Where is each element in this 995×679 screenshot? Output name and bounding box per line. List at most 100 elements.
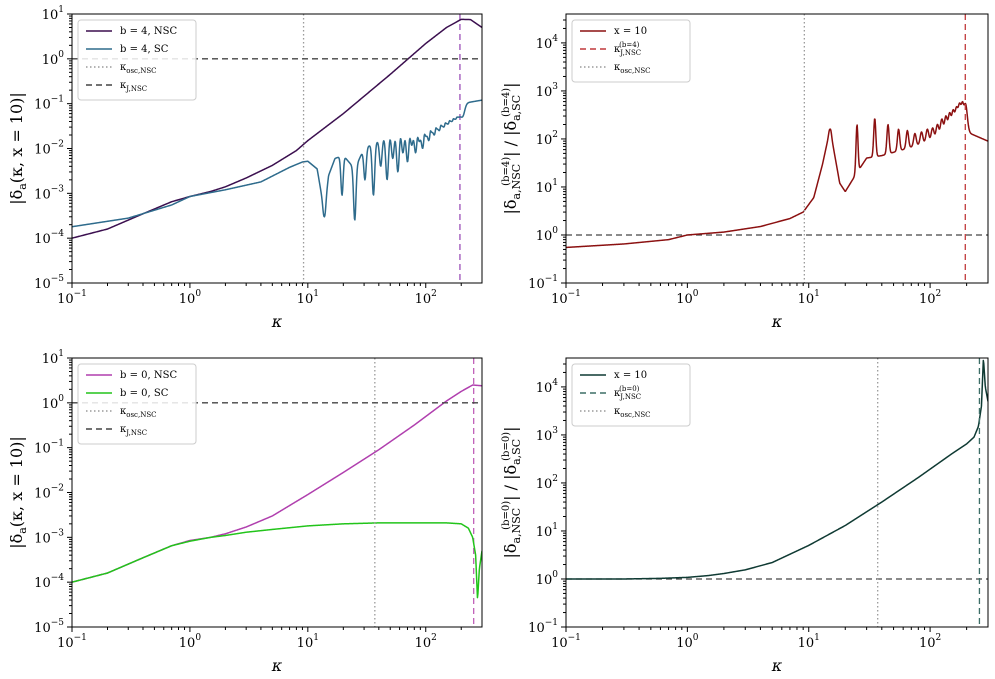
y-tick-label: 10−5 (34, 618, 64, 636)
tick-exponent: −1 (51, 95, 64, 105)
tick-exponent: −1 (545, 618, 558, 628)
tick-exponent: −4 (51, 229, 65, 239)
y-axis-label: |δa(κ, x = 10)| (7, 436, 29, 549)
legend-label: κosc,NSC (120, 62, 156, 75)
legend-label-sub: osc,NSC (126, 411, 156, 419)
legend-label: x = 10 (614, 370, 647, 381)
y-tick-label: 10−3 (34, 528, 64, 546)
tick-base: 10 (919, 636, 936, 651)
tick-exponent: 4 (552, 34, 558, 44)
series-line (566, 359, 988, 580)
tick-base: 10 (528, 277, 545, 292)
x-tick-label: 102 (919, 633, 941, 651)
tick-exponent: 0 (552, 570, 558, 580)
tick-base: 10 (798, 636, 815, 651)
legend-label: x = 10 (614, 26, 647, 37)
chart-panel-bottom-right: 10−1 100 101 10210−1100101102103104κ|δa,NSC… (501, 357, 989, 675)
legend-label-sub: J,NSC (125, 85, 147, 93)
plot-area (72, 14, 482, 283)
tick-exponent: 1 (814, 633, 820, 643)
legend-label: κJ,NSC (120, 80, 147, 93)
legend-label: b = 4, SC (120, 44, 169, 55)
legend-label: κosc,NSC (614, 62, 650, 75)
tick-exponent: −5 (51, 618, 65, 628)
y-label-part: a (16, 183, 29, 190)
tick-base: 10 (551, 292, 568, 307)
tick-base: 10 (536, 37, 553, 52)
y-tick-label: 100 (536, 570, 559, 588)
y-label-part: |δ (501, 199, 520, 214)
legend-label-sub: J,NSC (619, 393, 641, 401)
legend-label: κJ,NSC (120, 424, 147, 437)
tick-base: 10 (536, 573, 553, 588)
y-label-part: a,SC (510, 439, 523, 465)
legend-label: κosc,NSC (614, 406, 650, 419)
tick-base: 10 (34, 442, 51, 457)
tick-base: 10 (34, 187, 51, 202)
legend-label-sup: (b=0) (619, 385, 640, 393)
x-tick-label: 102 (919, 289, 941, 307)
legend-label-sub: J,NSC (125, 429, 147, 437)
y-tick-label: 103 (536, 426, 559, 444)
y-tick-label: 10−1 (34, 95, 64, 113)
legend-box (77, 19, 197, 101)
y-label-part: (b=4) (501, 88, 512, 117)
tick-base: 10 (42, 352, 59, 367)
tick-base: 10 (179, 636, 196, 651)
tick-exponent: 2 (552, 474, 558, 484)
tick-exponent: −1 (51, 439, 64, 449)
tick-exponent: 1 (313, 289, 319, 299)
legend-label: b = 0, SC (120, 388, 169, 399)
y-label-part: a (16, 527, 29, 534)
tick-exponent: −4 (51, 573, 65, 583)
y-label-part: | / |δ (501, 465, 520, 501)
tick-base: 10 (34, 576, 51, 591)
tick-exponent: 0 (693, 633, 699, 643)
y-tick-label: 101 (42, 5, 64, 23)
y-label-part: (b=0) (501, 501, 512, 530)
y-tick-label: 101 (536, 178, 558, 196)
series-line (72, 99, 482, 228)
y-tick-label: 100 (42, 394, 65, 412)
tick-exponent: 3 (552, 82, 558, 92)
tick-exponent: 0 (195, 289, 201, 299)
legend-label-main: κ (120, 62, 127, 73)
y-tick-label: 103 (536, 82, 559, 100)
tick-base: 10 (57, 636, 74, 651)
y-tick-label: 10−2 (34, 140, 64, 158)
x-axis-label: κ (771, 312, 783, 331)
tick-base: 10 (415, 292, 432, 307)
tick-base: 10 (42, 397, 59, 412)
y-label-part: |δ (7, 190, 26, 205)
legend-label: b = 4, NSC (120, 26, 177, 37)
y-tick-label: 101 (536, 522, 558, 540)
y-axis-label: |δa,NSC(b=0)| / |δa,SC(b=0)| (501, 427, 523, 559)
tick-exponent: 0 (58, 394, 64, 404)
legend-label-main: κ (614, 406, 621, 417)
y-tick-label: 104 (536, 378, 559, 396)
legend: x = 10 κ J,NSC(b=0) κosc,NSC (571, 363, 691, 427)
tick-exponent: 2 (552, 130, 558, 140)
y-label-part: a,SC (510, 95, 523, 121)
legend-label-sub: osc,NSC (620, 67, 650, 75)
tick-exponent: −3 (51, 528, 65, 538)
chart-panel-top-left: 10−1 100 101 10210−510−410−310−210−1100101κ… (7, 5, 483, 331)
y-label-part: |δ (501, 543, 520, 558)
y-label-part: | / |δ (501, 121, 520, 157)
y-tick-label: 10−1 (528, 618, 558, 636)
y-tick-label: 100 (536, 226, 559, 244)
legend-label-main: κ (120, 424, 127, 435)
tick-exponent: 0 (552, 226, 558, 236)
y-label-part: (κ, x = 10)| (7, 436, 26, 527)
tick-base: 10 (34, 232, 51, 247)
tick-base: 10 (57, 292, 74, 307)
tick-exponent: −1 (568, 633, 581, 643)
tick-base: 10 (536, 429, 553, 444)
x-tick-label: 101 (297, 633, 319, 651)
tick-exponent: 1 (814, 289, 820, 299)
legend-label-sub: J,NSC (619, 49, 641, 57)
